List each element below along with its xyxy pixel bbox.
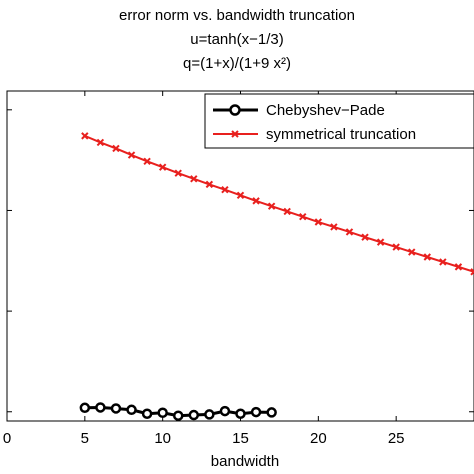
legend-symmetrical-truncation-marker bbox=[231, 130, 239, 138]
x-marker-stroke bbox=[96, 138, 105, 147]
series-chebyshev-pade-point bbox=[95, 402, 106, 413]
series-chebyshev-pade-point bbox=[126, 404, 137, 416]
x-tick-label: 15 bbox=[232, 430, 249, 447]
series-chebyshev-pade-point bbox=[157, 407, 168, 418]
x-tick-label: 10 bbox=[154, 430, 171, 447]
series-chebyshev-pade-point bbox=[266, 407, 277, 418]
x-marker-stroke bbox=[127, 151, 136, 159]
x-marker-stroke bbox=[470, 268, 474, 274]
axes: 0 5 10 15 20 25 bandwidth bbox=[3, 90, 474, 470]
chart-title: error norm vs. bandwidth truncation u=tan… bbox=[119, 7, 355, 72]
x-marker-stroke bbox=[221, 185, 229, 194]
series-symmetrical-truncation-point bbox=[376, 238, 385, 246]
series-chebyshev-pade-point bbox=[204, 409, 215, 420]
series-symmetrical-truncation-point bbox=[408, 248, 416, 256]
x-tick-label: 25 bbox=[388, 430, 405, 447]
series-symmetrical-truncation-point bbox=[314, 218, 323, 226]
x-marker-stroke bbox=[423, 253, 432, 261]
title-line-1: error norm vs. bandwidth truncation bbox=[119, 7, 355, 24]
series-symmetrical-truncation-point bbox=[221, 185, 229, 194]
x-marker-stroke bbox=[252, 197, 260, 205]
x-marker-stroke bbox=[236, 191, 245, 199]
x-marker-stroke bbox=[158, 163, 167, 171]
series-symmetrical-truncation-point bbox=[283, 207, 291, 216]
x-marker-stroke bbox=[205, 180, 214, 189]
x-marker-stroke bbox=[408, 248, 416, 256]
series-symmetrical-truncation-point bbox=[112, 144, 120, 153]
series-chebyshev-pade-point bbox=[141, 408, 153, 419]
x-marker-stroke bbox=[470, 270, 474, 276]
x-marker-stroke bbox=[345, 228, 354, 236]
x-tick-label: 20 bbox=[310, 430, 327, 447]
x-tick-label: 5 bbox=[81, 430, 89, 447]
legend: Chebyshev−Pade symmetrical truncation bbox=[204, 93, 474, 149]
title-line-3: q=(1+x)/(1+9 x²) bbox=[183, 55, 291, 72]
series-symmetrical-truncation-point bbox=[81, 132, 89, 140]
x-marker-stroke bbox=[330, 223, 338, 231]
series-symmetrical-truncation-point bbox=[267, 202, 276, 210]
x-marker-stroke bbox=[174, 169, 182, 177]
x-marker-stroke bbox=[231, 130, 239, 138]
series-chebyshev-pade-point bbox=[188, 409, 200, 421]
series-symmetrical-truncation-point bbox=[330, 223, 338, 231]
x-marker-stroke bbox=[190, 175, 198, 183]
series-symmetrical-truncation-line bbox=[84, 134, 474, 273]
series-symmetrical-truncation-point bbox=[143, 157, 151, 165]
x-marker-stroke bbox=[392, 243, 400, 251]
legend-symmetrical-truncation-label: symmetrical truncation bbox=[266, 126, 416, 143]
x-marker-stroke bbox=[112, 144, 120, 153]
series-chebyshev-pade-point bbox=[79, 402, 91, 414]
series-symmetrical-truncation-point bbox=[423, 253, 432, 261]
series-symmetrical-truncation-point bbox=[361, 233, 369, 241]
series-layer bbox=[79, 132, 474, 421]
series-symmetrical-truncation-point bbox=[392, 243, 400, 251]
x-marker-stroke bbox=[314, 218, 323, 226]
series-symmetrical-truncation-point bbox=[439, 258, 447, 266]
plot-area bbox=[79, 132, 474, 421]
series-symmetrical-truncation-point bbox=[470, 268, 474, 276]
x-marker-stroke bbox=[361, 233, 369, 241]
legend-chebyshev-pade-marker bbox=[229, 104, 241, 116]
x-marker-stroke bbox=[299, 213, 307, 221]
series-symmetrical-truncation-point bbox=[205, 180, 214, 189]
series-symmetrical-truncation-point bbox=[299, 213, 307, 221]
series-chebyshev-pade-point bbox=[172, 410, 184, 421]
x-marker-stroke bbox=[143, 157, 151, 165]
series-symmetrical-truncation-point bbox=[190, 175, 198, 183]
legend-box bbox=[204, 93, 474, 149]
series-symmetrical-truncation-point bbox=[252, 197, 260, 205]
series-chebyshev-pade-point bbox=[235, 408, 246, 419]
series-symmetrical-truncation-point bbox=[96, 138, 105, 147]
series-symmetrical-truncation-point bbox=[345, 228, 354, 236]
x-marker-stroke bbox=[267, 202, 276, 210]
series-chebyshev-pade-point bbox=[219, 405, 231, 417]
series-symmetrical-truncation-point bbox=[454, 263, 463, 271]
title-line-2: u=tanh(x−1/3) bbox=[190, 31, 283, 48]
x-marker-stroke bbox=[283, 207, 291, 216]
series-chebyshev-pade-point bbox=[250, 406, 262, 418]
x-marker-stroke bbox=[439, 258, 447, 266]
x-marker-stroke bbox=[81, 132, 89, 140]
series-chebyshev-pade-point bbox=[110, 403, 122, 414]
x-axis-label: bandwidth bbox=[211, 453, 279, 470]
legend-chebyshev-pade-label: Chebyshev−Pade bbox=[266, 102, 385, 119]
series-symmetrical-truncation-point bbox=[127, 151, 136, 159]
x-marker-stroke bbox=[454, 263, 463, 271]
x-marker-stroke bbox=[376, 238, 385, 246]
x-tick-label: 0 bbox=[3, 430, 11, 447]
series-symmetrical-truncation-point bbox=[174, 169, 182, 177]
series-symmetrical-truncation-point bbox=[158, 163, 167, 171]
series-symmetrical-truncation-point bbox=[236, 191, 245, 199]
